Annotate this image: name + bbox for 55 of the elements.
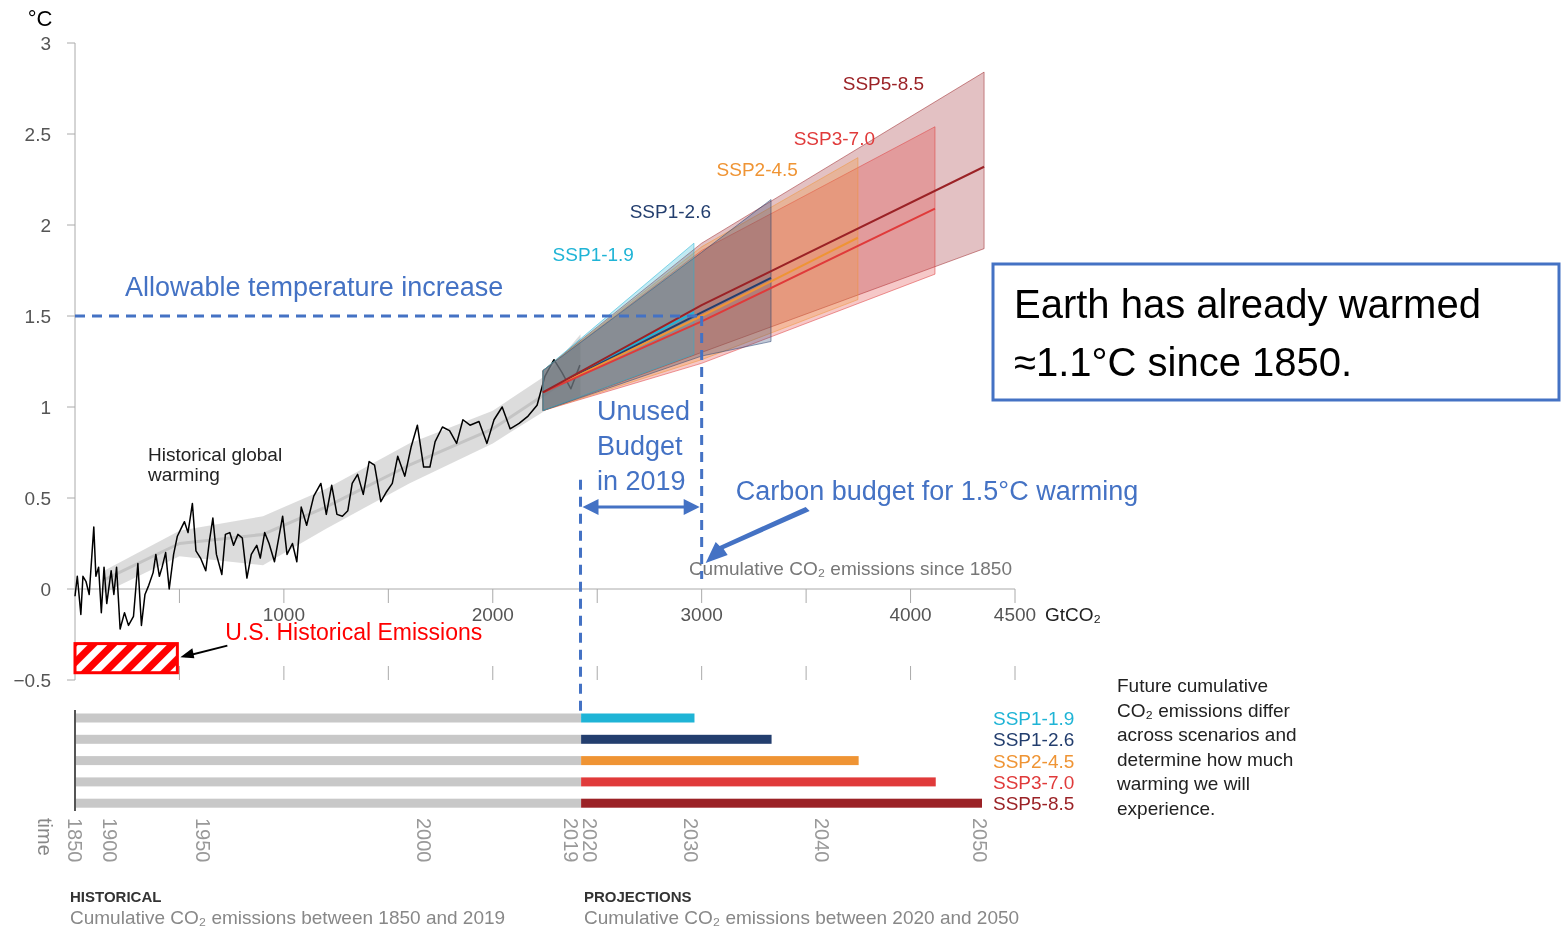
y-tick-label: 2 [40,215,51,236]
bar [75,756,582,766]
y-tick-label: SSP3-7.0 [993,771,1075,793]
text: 1850 [64,818,86,863]
bar [75,713,582,723]
bar [581,798,982,808]
x-axis-title: Cumulative CO₂ emissions since 1850 [688,558,1012,579]
y-tick-label: SSP1-1.9 [993,708,1075,729]
bar [75,734,582,744]
text: 2000 [413,818,435,863]
bar [581,756,859,766]
y-tick-label: SSP1-2.6 [993,729,1075,751]
text: 1950 [192,818,214,863]
text: SSP1-2.6 [629,200,712,222]
x-tick-label: 4000 [889,604,932,625]
bar [581,734,772,744]
ref-line-label: Allowable temperature increase [125,272,504,302]
y-tick-label: SSP5-8.5 [993,793,1075,815]
y-tick-label: −0.5 [13,670,51,691]
bar [581,713,695,723]
text: GtCO₂ [1045,604,1101,625]
text: SSP1-1.9 [552,244,634,266]
text: SSP2-4.5 [716,158,798,180]
text: Cumulative CO₂ emissions between 1850 and 2019 [70,907,506,928]
y-tick-label: 0.5 [24,488,51,509]
text: SSP5-8.5 [842,73,925,95]
text: 2050 [969,818,991,863]
bar [75,777,582,787]
text: Future cumulative CO₂ emissions differ across scenarios and determine how much warming we will experience. [1116,675,1297,819]
ref-line-label: Carbon budget for 1.5°C warming [735,475,1139,506]
y-tick-label: 1.5 [24,306,51,327]
y-tick-label: SSP2-4.5 [993,750,1075,772]
bar [75,798,582,808]
x-tick-label: 3000 [680,604,723,625]
x-tick-label: 4500 [993,604,1037,625]
y-tick-label: 0 [40,579,51,600]
text: time [34,818,56,856]
text: 2020 [579,818,601,863]
y-axis-title: °C [27,6,53,31]
text: SSP3-7.0 [793,127,875,149]
text: 1900 [99,818,121,863]
bar [581,777,936,787]
annotation: Unused Budget in 2019 [597,396,691,496]
text: 2040 [811,818,833,863]
y-tick-label: 3 [40,33,51,54]
annotation: Earth has already warmed ≈1.1°C since 1850. [1014,282,1481,384]
text: HISTORICAL [70,888,162,905]
y-tick-label: 2.5 [24,124,51,145]
y-tick-label: 1 [40,397,51,418]
text: 2019 [560,818,582,863]
text: 2030 [680,818,702,863]
text: PROJECTIONS [584,888,692,905]
x-tick-label: 2000 [471,604,514,625]
text: Cumulative CO₂ emissions between 2020 and 2050 [584,907,1020,928]
annotation: Historical global warming [147,444,283,485]
